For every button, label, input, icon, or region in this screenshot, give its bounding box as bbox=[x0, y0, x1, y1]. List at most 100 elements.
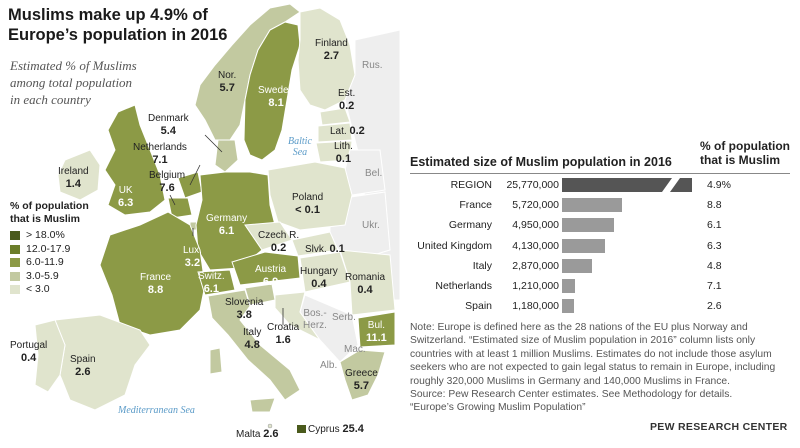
latvia-shape bbox=[317, 122, 353, 143]
label-uk: UK 6.3 bbox=[118, 185, 134, 209]
footnote-line: roughly 320,000 Muslims in Germany and 1… bbox=[410, 375, 730, 387]
row-pct: 6.1 bbox=[707, 219, 722, 232]
label-russia: Rus. bbox=[362, 60, 383, 71]
ireland-shape bbox=[57, 149, 101, 201]
bar-row-germany: Germany 4,950,000 6.1 bbox=[410, 216, 795, 236]
poland-shape bbox=[267, 161, 353, 231]
source-credit: PEW RESEARCH CENTER bbox=[650, 421, 788, 433]
bulgaria-shape bbox=[357, 311, 396, 348]
romania-shape bbox=[339, 249, 396, 316]
row-pct: 4.8 bbox=[707, 259, 722, 272]
label-france: France 8.8 bbox=[140, 272, 172, 296]
legend-label: > 18.0% bbox=[26, 229, 65, 242]
legend-swatch bbox=[10, 258, 20, 268]
row-value: 1,210,000 bbox=[512, 280, 559, 292]
row-label: Spain bbox=[465, 300, 492, 313]
legend-item: 3.0-5.9 bbox=[10, 270, 89, 284]
label-ukraine: Ukr. bbox=[362, 220, 380, 231]
label-bulgaria: Bul. 11.1 bbox=[366, 320, 387, 344]
label-ireland: Ireland 1.4 bbox=[58, 166, 89, 190]
bar-row-united-kingdom: United Kingdom 4,130,000 6.3 bbox=[410, 237, 795, 257]
label-italy: Italy 4.8 bbox=[243, 327, 262, 351]
legend-label: 3.0-5.9 bbox=[26, 269, 59, 282]
legend-item: < 3.0 bbox=[10, 283, 89, 297]
legend-label: 6.0-11.9 bbox=[26, 256, 64, 269]
row-pct: 8.8 bbox=[707, 199, 722, 212]
row-label: United Kingdom bbox=[417, 239, 492, 252]
bar bbox=[562, 299, 575, 314]
subtitle-line-2: among total population bbox=[10, 75, 133, 90]
bar bbox=[562, 218, 614, 233]
bar-row-netherlands: Netherlands 1,210,000 7.1 bbox=[410, 277, 795, 297]
label-albania: Alb. bbox=[320, 360, 338, 371]
table-rule bbox=[410, 173, 790, 174]
label-mediterranean-sea: Mediterranean Sea bbox=[118, 405, 195, 416]
footnote-line: Switzerland. “Estimated size of Muslim p… bbox=[410, 335, 756, 347]
europe-map bbox=[34, 3, 400, 433]
row-label: Netherlands bbox=[435, 280, 492, 292]
malta-shape bbox=[267, 423, 273, 429]
row-value: 5,720,000 bbox=[512, 199, 559, 212]
label-belgium: Belgium 7.6 bbox=[149, 170, 186, 194]
label-malta: Malta 2.6 bbox=[236, 428, 279, 440]
chart-title: Muslims make up 4.9% of Europe’s populat… bbox=[8, 5, 227, 45]
chart-title-line-2: Europe’s population in 2016 bbox=[8, 26, 228, 44]
italy-shape bbox=[207, 289, 301, 401]
bar bbox=[562, 238, 606, 253]
portugal-shape bbox=[34, 319, 66, 393]
row-label: Germany bbox=[448, 219, 492, 232]
pct-column-header: % of population that is Muslim bbox=[700, 139, 790, 167]
row-label: REGION bbox=[450, 179, 492, 191]
row-value: 4,130,000 bbox=[512, 239, 559, 252]
label-serbia: Serb. bbox=[332, 312, 356, 323]
legend-label: < 3.0 bbox=[26, 283, 50, 296]
row-pct: 7.1 bbox=[707, 280, 722, 292]
denmark-shape bbox=[214, 139, 239, 173]
label-slovenia: Slovenia 3.8 bbox=[225, 297, 264, 321]
chart-subtitle: Estimated % of Muslims among total popul… bbox=[10, 57, 137, 108]
label-finland: Finland 2.7 bbox=[315, 38, 348, 62]
row-value: 4,950,000 bbox=[512, 219, 559, 232]
row-value: 1,180,000 bbox=[512, 300, 559, 313]
label-romania: Romania 0.4 bbox=[345, 272, 386, 296]
row-label: Italy bbox=[472, 259, 492, 272]
bar-row-italy: Italy 2,870,000 4.8 bbox=[410, 257, 795, 277]
label-hungary: Hungary 0.4 bbox=[300, 266, 338, 290]
footnote-line: seekers who are not expected to gain leg… bbox=[410, 362, 776, 374]
bar bbox=[562, 279, 575, 293]
norway-shape bbox=[194, 3, 301, 141]
bar bbox=[562, 258, 593, 273]
footnote: Note: Europe is defined here as the 28 n… bbox=[410, 321, 795, 415]
legend-swatch bbox=[10, 231, 20, 241]
label-latvia: Lat. 0.2 bbox=[330, 125, 365, 137]
label-austria: Austria 6.9 bbox=[255, 264, 287, 288]
finland-shape bbox=[297, 7, 356, 111]
bar bbox=[562, 198, 623, 213]
label-poland: Poland < 0.1 bbox=[292, 192, 324, 216]
sweden-shape bbox=[243, 21, 301, 161]
legend-title-line-1: % of population bbox=[10, 200, 89, 212]
label-portugal: Portugal 0.4 bbox=[10, 340, 48, 364]
label-germany: Germany 6.1 bbox=[206, 213, 248, 237]
footnote-line: countries with at least 1 million Muslim… bbox=[410, 348, 772, 360]
label-macedonia: Mac. bbox=[344, 344, 366, 355]
legend-swatch bbox=[10, 285, 20, 295]
label-denmark: Denmark 5.4 bbox=[148, 113, 189, 137]
map-legend: % of population that is Muslim > 18.0% 1… bbox=[10, 200, 89, 297]
bar bbox=[562, 178, 692, 192]
row-label: France bbox=[459, 199, 492, 212]
legend-swatch bbox=[10, 271, 20, 281]
legend-swatch bbox=[10, 244, 20, 254]
label-belarus: Bel. bbox=[365, 168, 383, 179]
footnote-line: Source: Pew Research Center estimates. S… bbox=[410, 389, 733, 401]
austria-shape bbox=[231, 251, 301, 286]
greece-shape bbox=[339, 349, 386, 401]
label-greece: Greece 5.7 bbox=[345, 368, 378, 392]
label-slovakia: Slvk. 0.1 bbox=[305, 243, 345, 255]
label-sweden: Sweden 8.1 bbox=[258, 85, 295, 109]
row-pct: 2.6 bbox=[707, 300, 722, 313]
label-luxembourg: Lux. 3.2 bbox=[183, 245, 202, 269]
bar-row-france: France 5,720,000 8.8 bbox=[410, 196, 795, 216]
row-value: 25,770,000 bbox=[506, 179, 559, 191]
label-croatia: Croatia 1.6 bbox=[267, 322, 300, 346]
